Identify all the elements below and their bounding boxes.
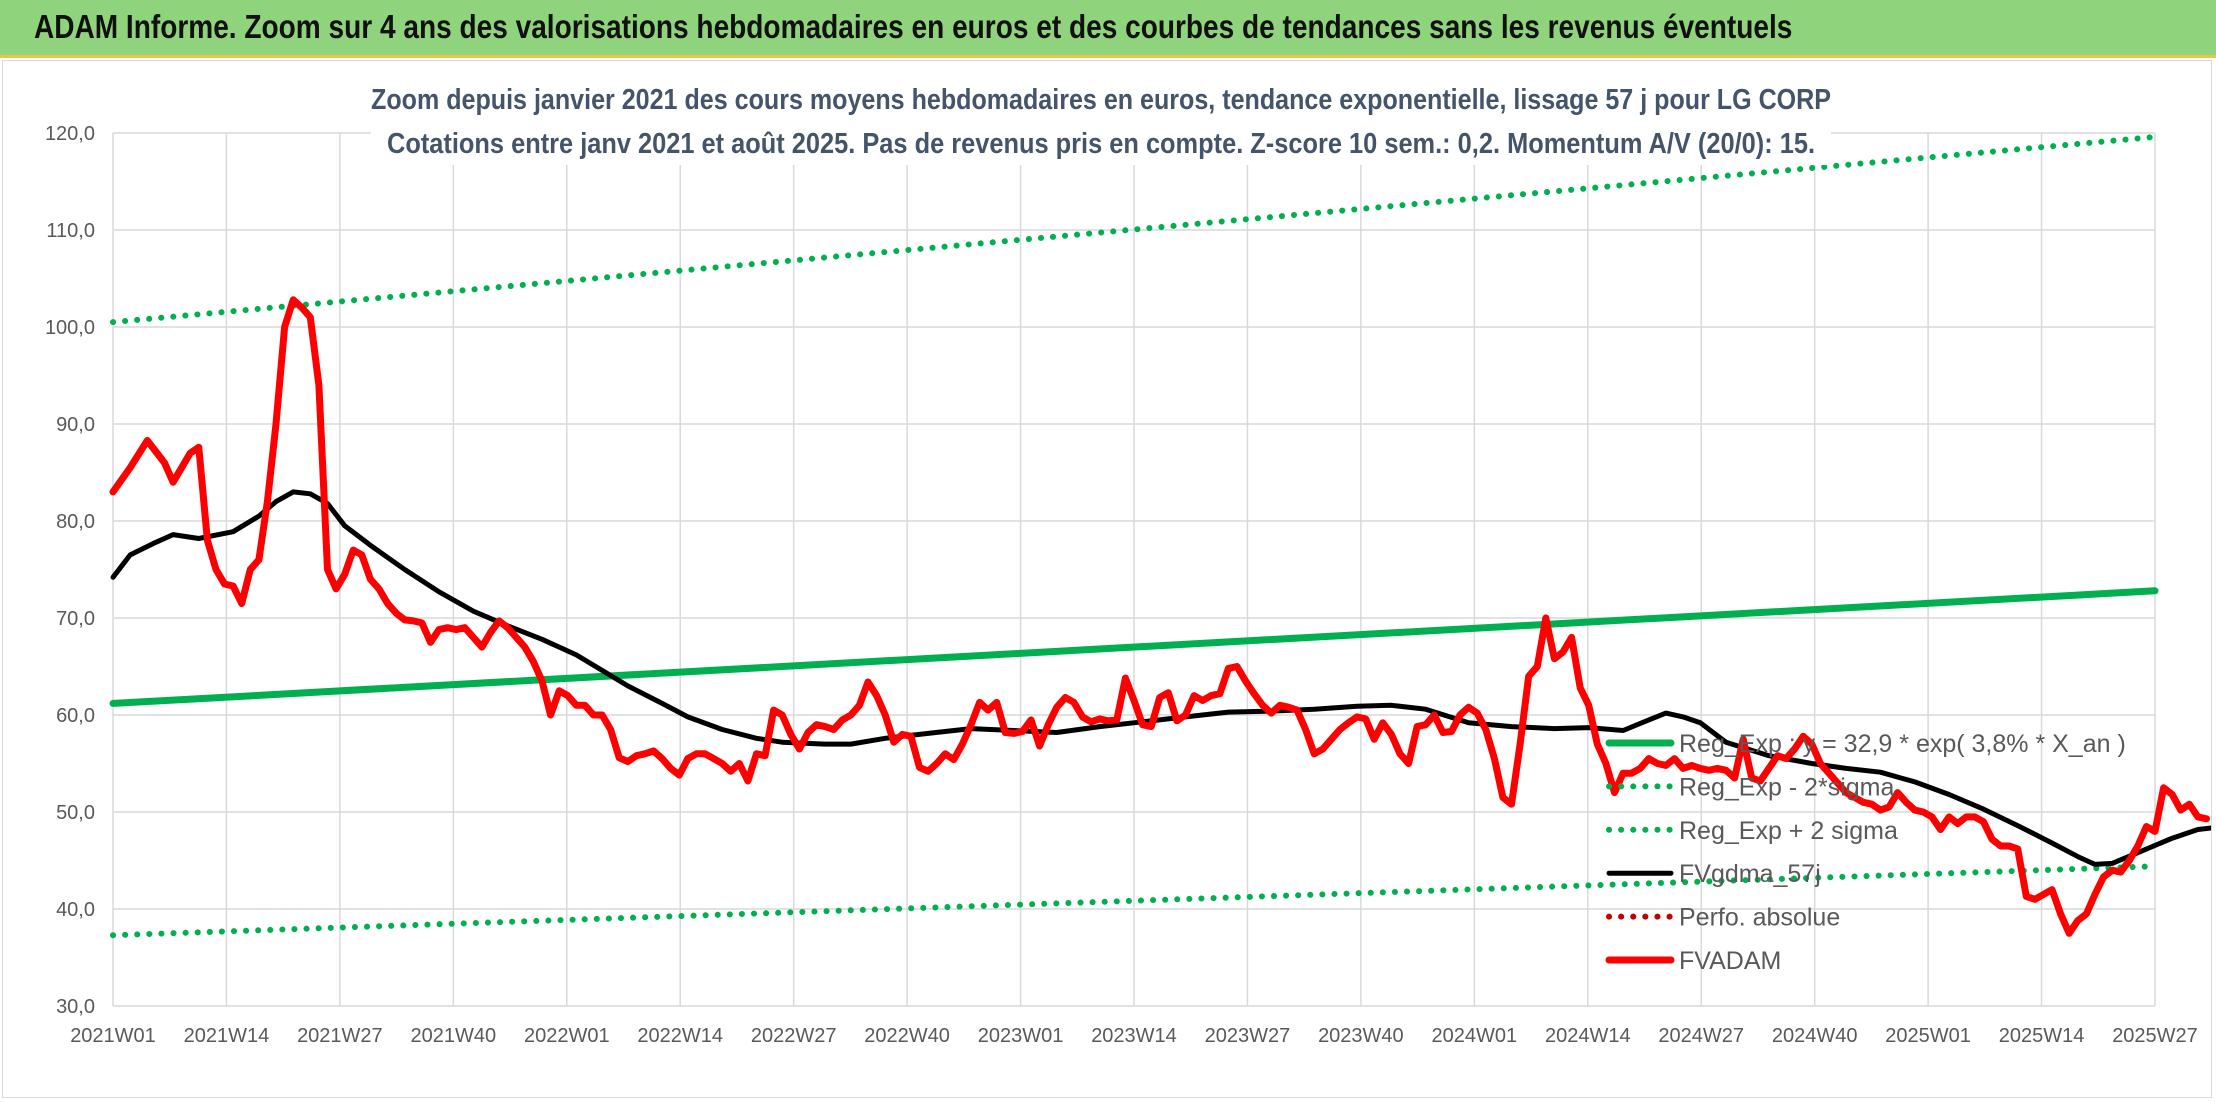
legend-label-1: Reg_Exp - 2*sigma: [1679, 773, 1894, 801]
x-tick-label: 2025W01: [1885, 1025, 1971, 1047]
x-tick-label: 2021W40: [411, 1025, 497, 1047]
x-tick-label: 2021W14: [184, 1025, 270, 1047]
y-axis: 30,0 40,0 50,0 60,0 70,0 80,0 90,0 100,0 110,0 12…: [45, 123, 95, 1018]
chart-frame: 30,0 40,0 50,0 60,0 70,0 80,0 90,0 100,0 110,0 12…: [2, 60, 2212, 1098]
legend: Reg_Exp : y = 32,9 * exp( 3,8% * X_an ) R…: [1605, 730, 2126, 975]
x-axis: 2021W01 2021W14 2021W27 2021W40 2022W01 2022W…: [70, 1025, 2198, 1047]
series-line-2: [109, 587, 2159, 707]
legend-label-2: Reg_Exp + 2 sigma: [1679, 817, 1898, 845]
y-tick-label: 70,0: [56, 608, 95, 630]
y-tick-label: 60,0: [56, 705, 95, 727]
series-line-0: [110, 863, 2158, 939]
legend-label-5: FVADAM: [1679, 947, 1781, 975]
x-tick-label: 2022W40: [864, 1025, 950, 1047]
x-tick-label: 2024W27: [1658, 1025, 1744, 1047]
x-tick-label: 2022W27: [751, 1025, 837, 1047]
series-lines: [109, 133, 2211, 939]
y-tick-label: 40,0: [56, 899, 95, 921]
header-banner: ADAM Informe. Zoom sur 4 ans des valoris…: [0, 0, 2216, 58]
x-tick-label: 2024W14: [1545, 1025, 1631, 1047]
legend-label-3: FVgdma_57j: [1679, 860, 1821, 888]
series-line-1: [110, 133, 2158, 326]
y-tick-label: 30,0: [56, 996, 95, 1018]
x-tick-label: 2024W40: [1772, 1025, 1858, 1047]
legend-label-0: Reg_Exp : y = 32,9 * exp( 3,8% * X_an ): [1679, 730, 2126, 758]
x-tick-label: 2023W14: [1091, 1025, 1177, 1047]
y-tick-label: 110,0: [46, 220, 95, 242]
chart-subtitle: Cotations entre janv 2021 et août 2025. …: [387, 128, 1815, 160]
x-tick-label: 2022W14: [637, 1025, 723, 1047]
page-title: ADAM Informe. Zoom sur 4 ans des valoris…: [34, 8, 1793, 45]
x-tick-label: 2021W27: [297, 1025, 383, 1047]
y-tick-label: 50,0: [56, 802, 95, 824]
line-chart: 30,0 40,0 50,0 60,0 70,0 80,0 90,0 100,0 110,0 12…: [45, 61, 2211, 1047]
series-line-4: [109, 296, 2210, 937]
x-tick-label: 2025W27: [2112, 1025, 2198, 1047]
legend-label-4: Perfo. absolue: [1679, 904, 1840, 932]
y-tick-label: 90,0: [56, 414, 95, 436]
x-tick-label: 2021W01: [70, 1025, 156, 1047]
chart-title: Zoom depuis janvier 2021 des cours moyen…: [371, 84, 1831, 116]
x-tick-label: 2024W01: [1432, 1025, 1518, 1047]
x-tick-label: 2023W01: [978, 1025, 1064, 1047]
title-backdrop: [371, 61, 1831, 165]
x-tick-label: 2023W40: [1318, 1025, 1404, 1047]
series-line-3: [110, 489, 2211, 867]
x-tick-label: 2022W01: [524, 1025, 610, 1047]
x-tick-label: 2023W27: [1205, 1025, 1291, 1047]
x-tick-label: 2025W14: [1999, 1025, 2085, 1047]
y-tick-label: 100,0: [45, 317, 95, 339]
y-tick-label: 120,0: [45, 123, 95, 145]
gridlines: [112, 132, 2156, 1007]
y-tick-label: 80,0: [56, 511, 95, 533]
